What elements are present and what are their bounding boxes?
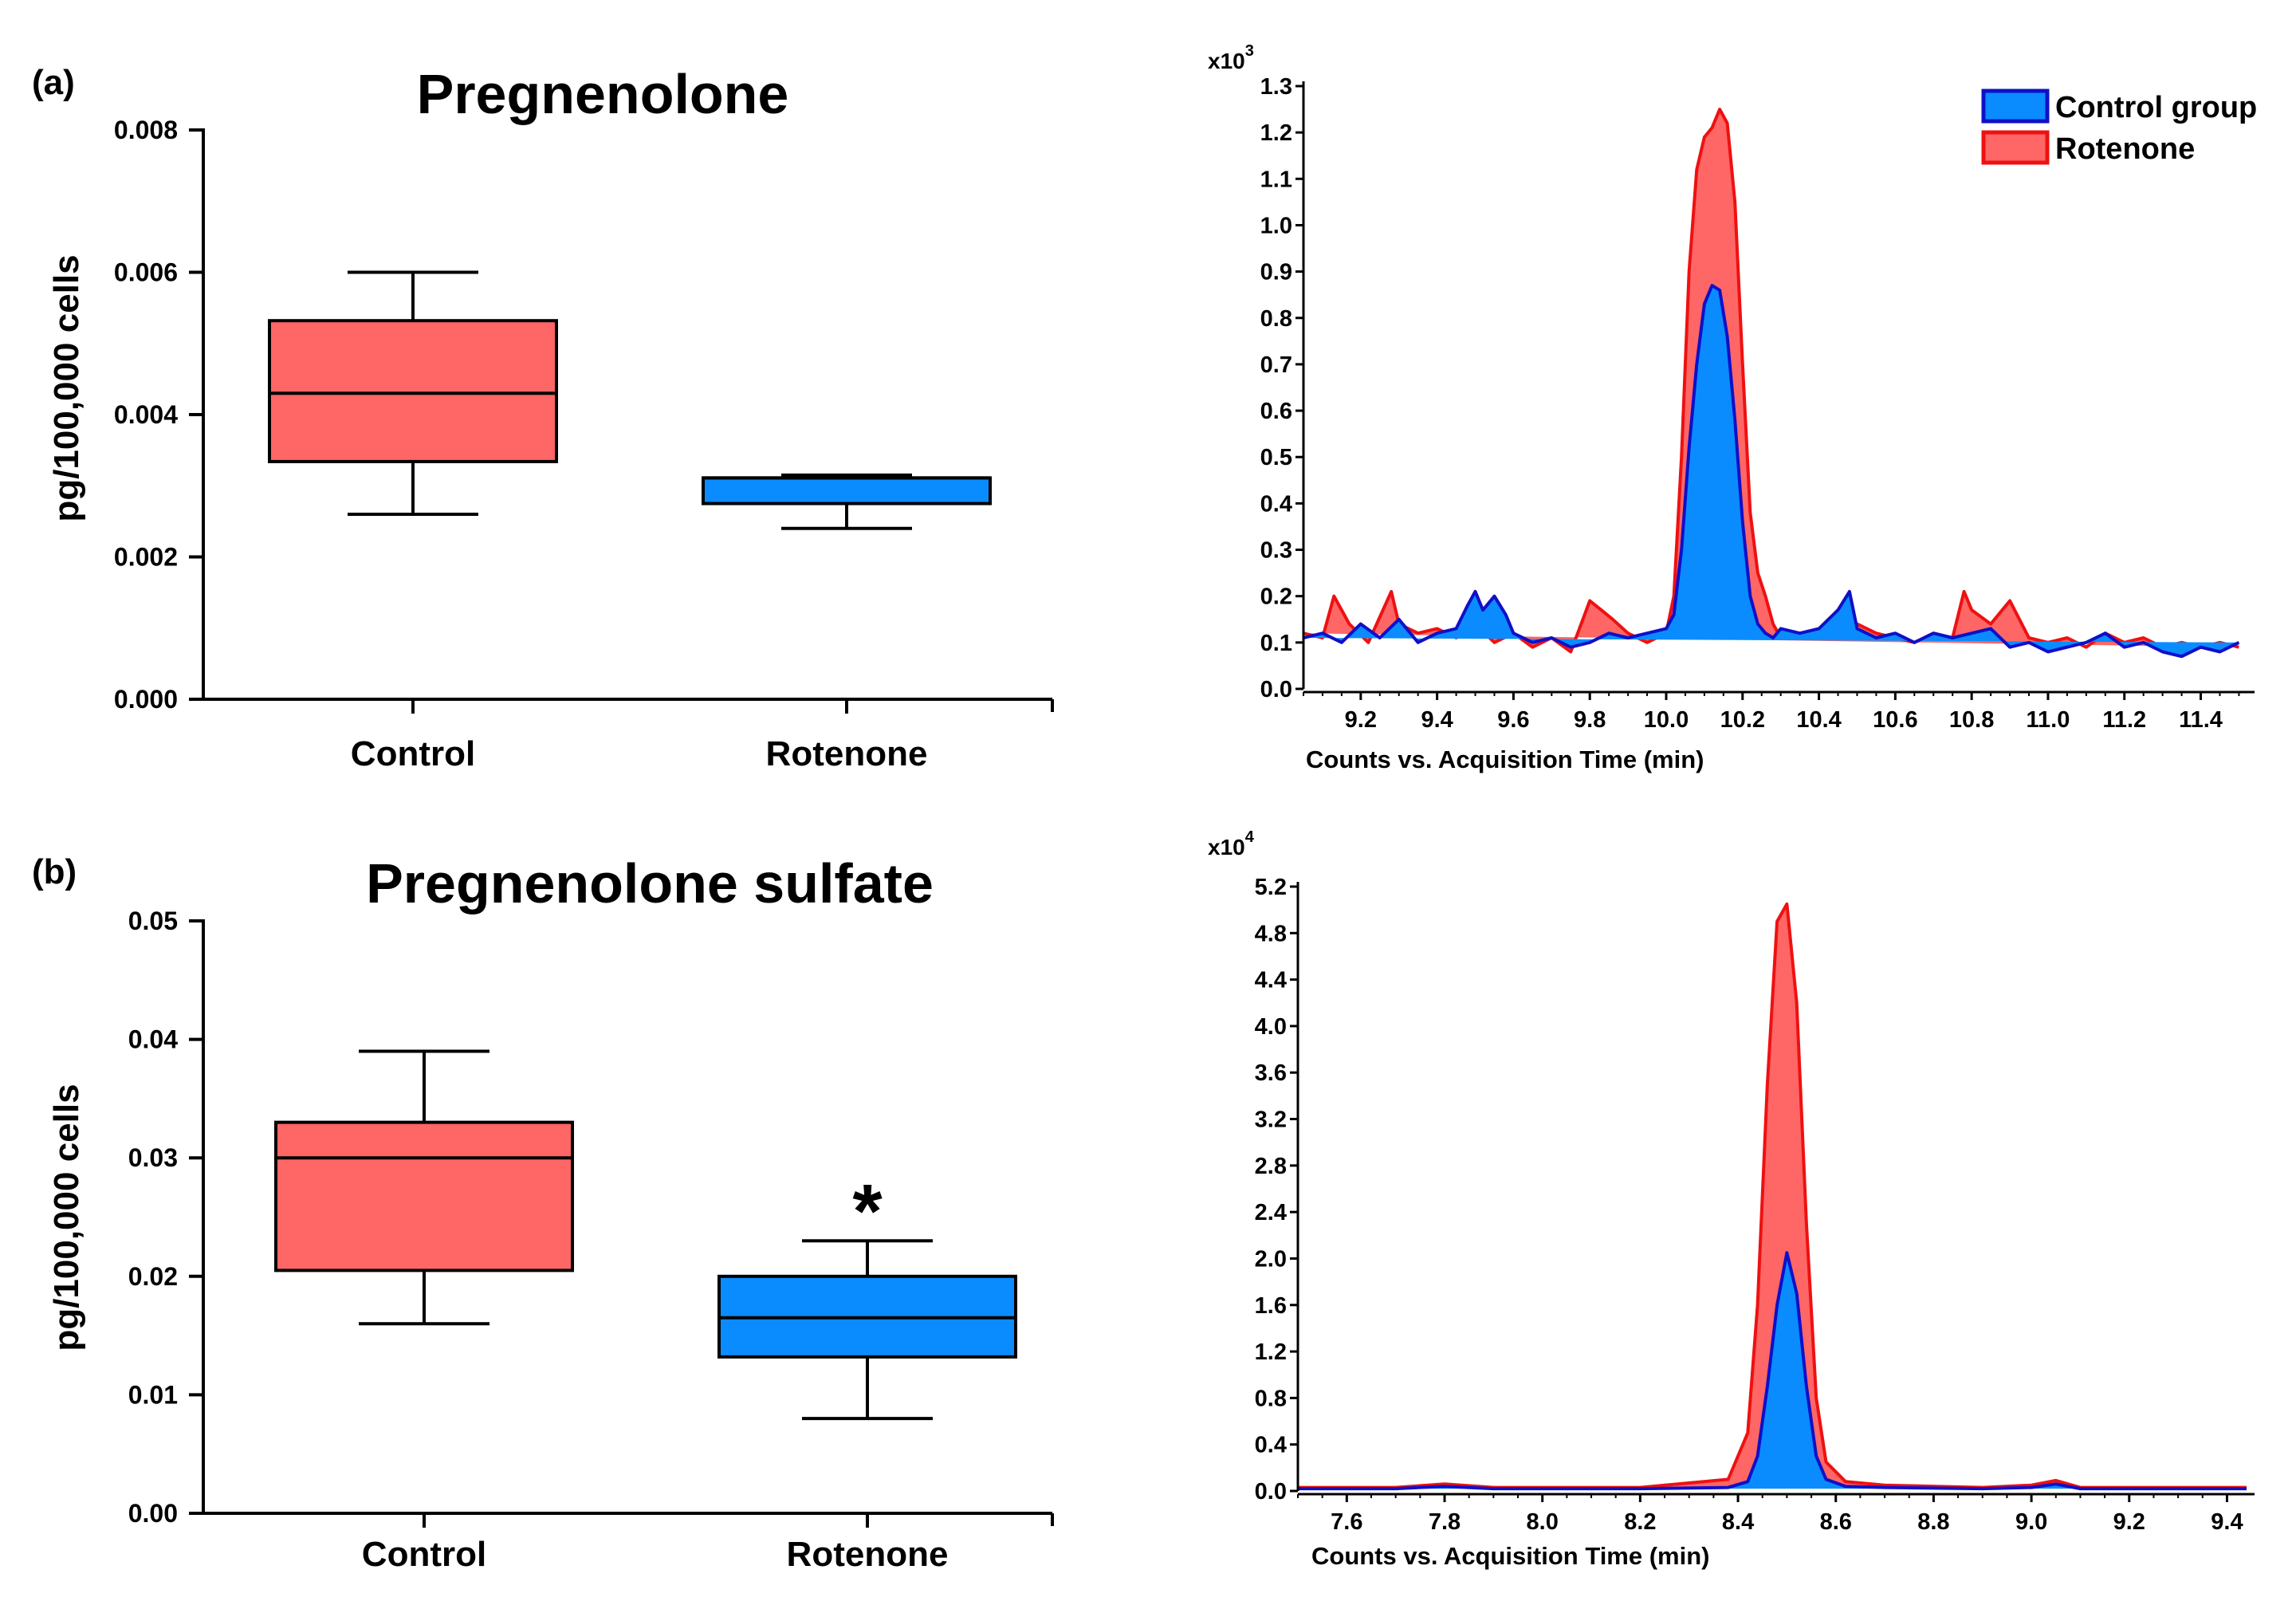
legend-chrom-a: Control group Rotenone [1981,89,2257,166]
y-tick-label: 0.2 [1260,584,1292,610]
y-tick-label: 2.8 [1255,1154,1287,1179]
x-tick-label: 11.2 [2102,707,2146,733]
chart-title-b: Pregnenolone sulfate [366,852,934,915]
box-rotenone [702,476,992,505]
y-tick-label: 1.2 [1255,1339,1287,1365]
y-axis-label-a: pg/100,000 cells [47,254,86,521]
y-tick-label: 0.03 [128,1143,178,1172]
y-tick-label: 0.8 [1260,306,1292,332]
x-axis-label-chrom-a: Counts vs. Acquisition Time (min) [1306,745,1704,773]
area-control-group [1298,1253,2247,1489]
panel-label-b: (b) [32,852,77,891]
y-tick-label: 0.9 [1260,260,1292,285]
y-tick-label: 2.4 [1255,1200,1287,1225]
y-tick-label: 5.2 [1255,875,1287,900]
x-axis-label-chrom-b: Counts vs. Acquisition Time (min) [1311,1542,1709,1570]
y-tick-label: 0.000 [114,685,178,714]
y-multiplier-b: x104 [1208,828,1255,860]
x-tick-label: 9.2 [2113,1509,2145,1535]
significance-marker: * [852,1169,883,1254]
y-tick-label: 4.8 [1255,921,1287,946]
x-tick-label: 10.8 [1949,707,1994,733]
y-tick-label: 0.1 [1260,631,1292,656]
area-rotenone [1303,109,2239,652]
y-tick-label: 0.5 [1260,445,1292,470]
y-tick-label: 1.3 [1260,74,1292,100]
legend-label: Control group [2055,91,2257,124]
legend-swatch [1981,89,2050,124]
trace-control-group [1303,284,2240,659]
x-tick-label: 7.8 [1429,1509,1461,1535]
x-tick-label: 9.4 [1421,707,1453,733]
box-control [274,1120,574,1273]
trace-rotenone [1303,108,2239,654]
y-tick-label: 0.0 [1260,677,1292,702]
box-control [268,319,558,463]
y-tick-label: 0.4 [1260,491,1292,517]
y-tick-label: 1.6 [1255,1293,1287,1319]
y-tick-label: 2.0 [1255,1246,1287,1272]
chromatogram-a: x103 0.0 0.1 0.2 0.3 0.4 0.5 0.6 0.7 0.8 0.9 1.0 1.… [1208,42,2257,773]
y-tick-label: 0.02 [128,1262,178,1291]
y-tick-label: 1.1 [1260,167,1292,192]
y-tick-label: 0.6 [1260,399,1292,424]
x-tick-label: 10.0 [1644,707,1689,733]
y-tick-label: 0.00 [128,1499,178,1528]
category-label: Control [351,734,475,773]
y-tick-label: 0.002 [114,543,178,572]
y-tick-label: 0.3 [1260,538,1292,564]
x-tick-label: 10.4 [1796,707,1841,733]
trace-control-group [1298,1251,2247,1491]
y-tick-label: 0.8 [1255,1386,1287,1411]
y-tick-label: 4.0 [1255,1014,1287,1040]
x-tick-label: 8.0 [1527,1509,1559,1535]
legend-label: Rotenone [2055,132,2195,166]
category-label: Control [362,1535,486,1574]
x-tick-label: 11.0 [2027,707,2070,733]
legend-swatch [1981,130,2050,165]
y-tick-label: 1.0 [1260,213,1292,238]
x-tick-label: 9.4 [2211,1509,2243,1535]
x-tick-label: 7.6 [1331,1509,1362,1535]
y-tick-label: 0.008 [114,116,178,144]
chromatogram-b: x104 0.0 0.4 0.8 1.2 1.6 2.0 2.4 2.8 3.2 3.6 4.0 4.… [1208,828,2255,1570]
x-tick-label: 8.6 [1820,1509,1852,1535]
box-plot-a: (a) Pregnenolone pg/100,000 cells 0.000 0… [32,63,1054,773]
y-tick-label: 4.4 [1255,968,1287,993]
y-axis-label-b: pg/100,000 cells [47,1084,86,1351]
area-control-group [1303,285,2239,657]
x-tick-label: 10.6 [1873,707,1917,733]
x-tick-label: 8.2 [1624,1509,1656,1535]
x-tick-label: 10.2 [1720,707,1765,733]
y-tick-label: 0.04 [128,1025,178,1054]
y-tick-label: 0.4 [1255,1433,1287,1458]
chart-title-a: Pregnenolone [417,63,789,125]
x-tick-label: 8.8 [1917,1509,1949,1535]
box-plot-b: (b) Pregnenolone sulfate pg/100,000 cell… [32,852,1054,1574]
y-tick-label: 0.7 [1260,352,1292,378]
y-tick-label: 0.004 [114,400,178,429]
y-tick-label: 0.05 [128,907,178,935]
y-tick-label: 3.6 [1255,1060,1287,1086]
y-tick-label: 0.01 [128,1380,178,1409]
category-label: Rotenone [787,1535,949,1574]
y-multiplier-a: x103 [1208,42,1254,73]
x-tick-label: 11.4 [2179,707,2223,733]
x-tick-label: 8.4 [1722,1509,1754,1535]
x-tick-label: 9.6 [1497,707,1529,733]
y-tick-label: 0.006 [114,258,178,287]
y-tick-label: 0.0 [1255,1479,1287,1505]
x-tick-label: 9.8 [1574,707,1606,733]
x-tick-label: 9.0 [2015,1509,2047,1535]
panel-label-a: (a) [32,63,75,102]
area-rotenone [1298,903,2247,1488]
y-tick-label: 1.2 [1260,120,1292,146]
category-label: Rotenone [766,734,928,773]
x-tick-label: 9.2 [1345,707,1377,733]
y-tick-label: 3.2 [1255,1107,1287,1133]
